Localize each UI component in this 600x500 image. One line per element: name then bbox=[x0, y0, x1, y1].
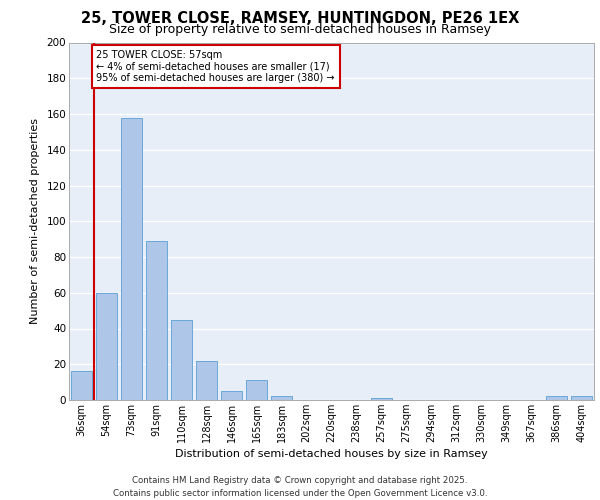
Bar bbox=[271, 396, 292, 400]
Y-axis label: Number of semi-detached properties: Number of semi-detached properties bbox=[29, 118, 40, 324]
Text: Size of property relative to semi-detached houses in Ramsey: Size of property relative to semi-detach… bbox=[109, 22, 491, 36]
Bar bbox=[96, 292, 117, 400]
Bar bbox=[571, 396, 592, 400]
Bar bbox=[221, 391, 242, 400]
Text: 25 TOWER CLOSE: 57sqm
← 4% of semi-detached houses are smaller (17)
95% of semi-: 25 TOWER CLOSE: 57sqm ← 4% of semi-detac… bbox=[97, 50, 335, 83]
Bar bbox=[546, 396, 567, 400]
X-axis label: Distribution of semi-detached houses by size in Ramsey: Distribution of semi-detached houses by … bbox=[175, 449, 488, 459]
Bar bbox=[171, 320, 192, 400]
Bar bbox=[121, 118, 142, 400]
Text: Contains HM Land Registry data © Crown copyright and database right 2025.
Contai: Contains HM Land Registry data © Crown c… bbox=[113, 476, 487, 498]
Bar bbox=[146, 241, 167, 400]
Text: 25, TOWER CLOSE, RAMSEY, HUNTINGDON, PE26 1EX: 25, TOWER CLOSE, RAMSEY, HUNTINGDON, PE2… bbox=[81, 11, 519, 26]
Bar bbox=[371, 398, 392, 400]
Bar bbox=[71, 372, 92, 400]
Bar bbox=[196, 360, 217, 400]
Bar bbox=[246, 380, 267, 400]
